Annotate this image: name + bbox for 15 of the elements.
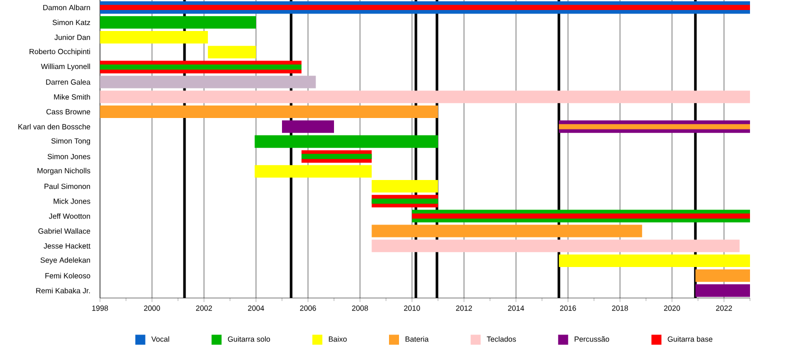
bar [208,46,256,58]
bar [372,180,438,193]
bar [695,269,750,282]
bar [695,284,750,297]
bar [100,4,750,10]
bar [100,90,750,104]
bar [372,224,642,238]
bar [282,120,334,133]
bar [100,105,438,118]
bar [412,214,750,219]
bar [100,76,316,88]
bar [100,30,208,44]
bar [372,240,740,252]
bar [558,254,750,268]
bar [254,165,372,178]
